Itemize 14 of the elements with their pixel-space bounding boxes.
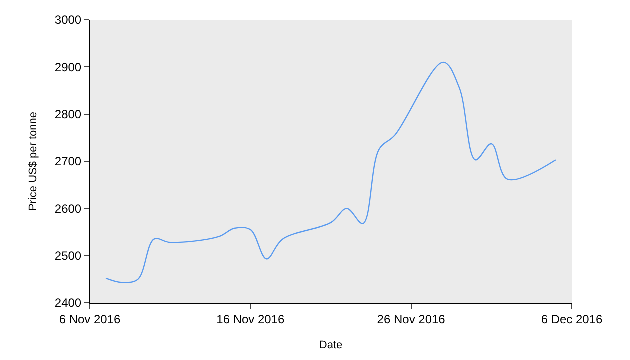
x-tick-label: 16 Nov 2016	[216, 312, 286, 326]
y-tick-label: 2400	[54, 296, 82, 310]
x-axis-title: Date	[319, 340, 343, 352]
y-tick-label: 2900	[54, 60, 82, 74]
x-tick-label: 6 Nov 2016	[59, 312, 122, 326]
y-tick-label: 2500	[54, 249, 82, 264]
line-series	[105, 62, 557, 284]
x-tick-label: 26 Nov 2016	[377, 312, 446, 326]
y-tick-label: 3000	[54, 13, 82, 28]
x-tick-label: 6 Dec 2016	[541, 312, 604, 326]
y-tick-label: 2700	[54, 154, 82, 169]
y-axis-title: Price US$ per tonne	[28, 112, 40, 212]
y-tick-label: 2600	[54, 202, 82, 216]
y-tick-label: 2800	[54, 108, 82, 122]
